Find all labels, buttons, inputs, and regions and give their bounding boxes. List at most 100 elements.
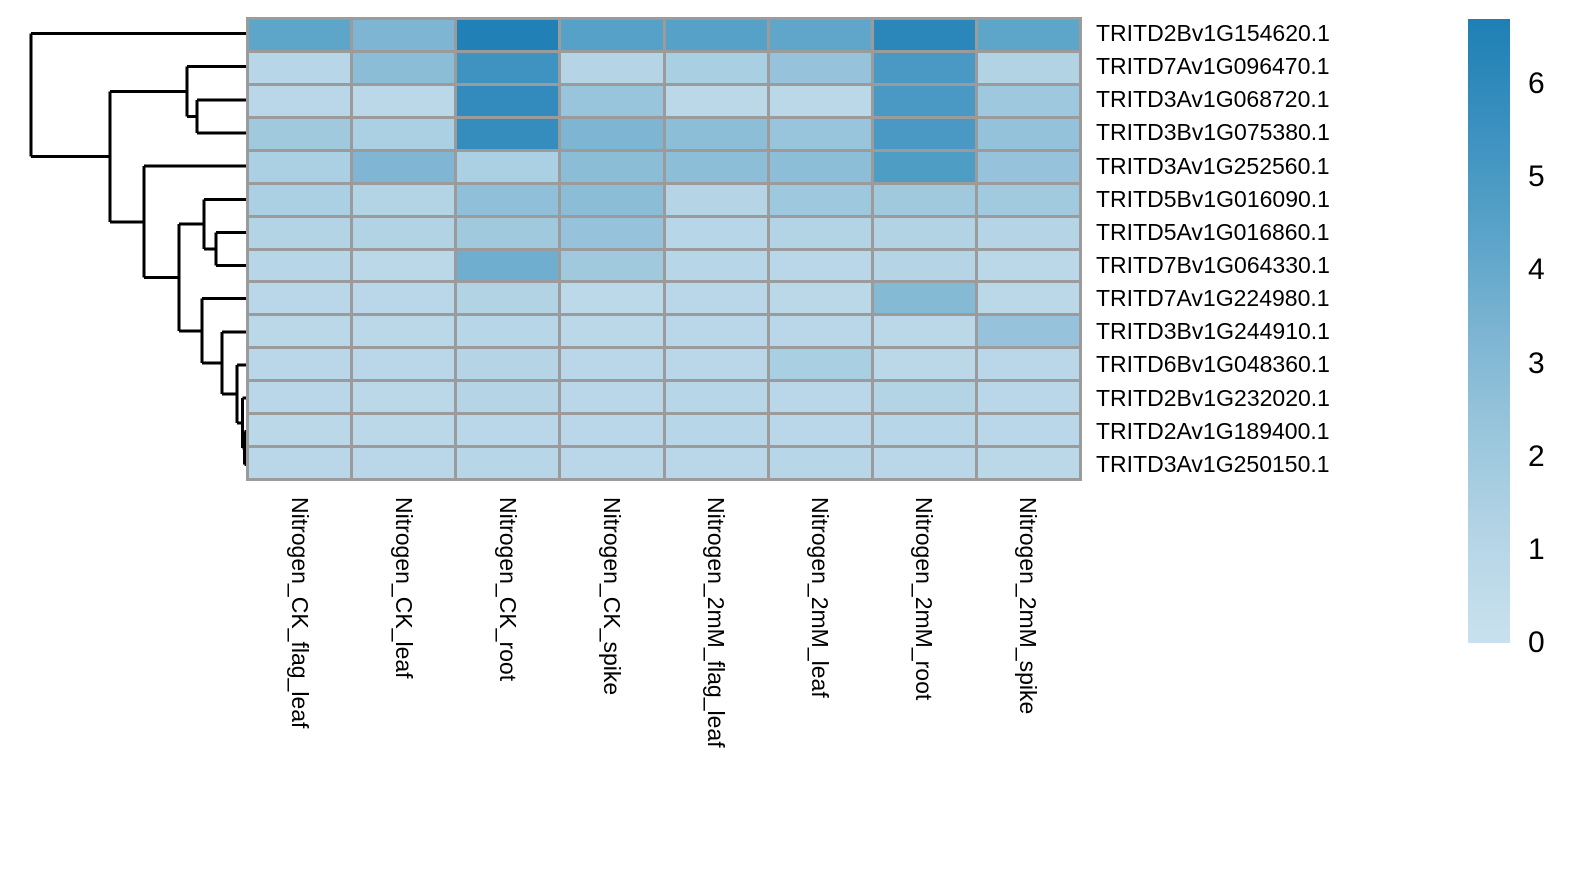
heatmap-cell (769, 283, 871, 314)
heatmap-cell (561, 20, 663, 50)
row-label: TRITD5Av1G016860.1 (1096, 218, 1330, 245)
heatmap-cell (665, 151, 767, 182)
heatmap-cell (873, 118, 975, 149)
colorbar-tick: 4 (1528, 253, 1545, 287)
heatmap-cell (353, 316, 455, 347)
heatmap-cell (769, 85, 871, 116)
heatmap-cell (457, 184, 559, 215)
heatmap-cell (977, 316, 1079, 347)
heatmap-cell (249, 382, 351, 413)
heatmap-cell (977, 250, 1079, 281)
heatmap-cell (665, 415, 767, 446)
heatmap-cell (769, 250, 871, 281)
heatmap-cell (873, 85, 975, 116)
heatmap-cell (353, 382, 455, 413)
colorbar-tick: 0 (1528, 626, 1545, 659)
heatmap-cell (873, 250, 975, 281)
heatmap-cell (561, 349, 663, 380)
heatmap-cell (977, 20, 1079, 50)
heatmap-cell (665, 349, 767, 380)
heatmap-cell (769, 118, 871, 149)
row-label: TRITD3Bv1G244910.1 (1096, 318, 1330, 345)
row-label: TRITD2Bv1G154620.1 (1096, 20, 1330, 47)
heatmap-cell (249, 448, 351, 478)
heatmap-cell (561, 151, 663, 182)
heatmap-cell (561, 184, 663, 215)
heatmap-cell (769, 52, 871, 83)
heatmap-cell (977, 184, 1079, 215)
colorbar-tick: 5 (1528, 160, 1545, 194)
heatmap-cell (561, 52, 663, 83)
row-label: TRITD3Av1G068720.1 (1096, 86, 1330, 113)
row-label: TRITD2Av1G189400.1 (1096, 417, 1330, 444)
heatmap-cell (873, 349, 975, 380)
heatmap-cell (665, 448, 767, 478)
column-label: Nitrogen_2mM_flag_leaf (703, 497, 730, 748)
heatmap-cell (665, 382, 767, 413)
heatmap-cell (353, 250, 455, 281)
row-label: TRITD2Bv1G232020.1 (1096, 384, 1330, 411)
heatmap-cell (769, 20, 871, 50)
colorbar-tick: 1 (1528, 532, 1545, 566)
heatmap-cell (353, 52, 455, 83)
heatmap-cell (873, 283, 975, 314)
row-dendrogram (29, 32, 247, 466)
row-label: TRITD6Bv1G048360.1 (1096, 351, 1330, 378)
row-label: TRITD7Av1G224980.1 (1096, 285, 1330, 312)
heatmap-cell (561, 250, 663, 281)
row-label: TRITD3Bv1G075380.1 (1096, 119, 1330, 146)
heatmap-cell (665, 283, 767, 314)
heatmap-cell (665, 52, 767, 83)
heatmap-cell (873, 316, 975, 347)
heatmap-cell (665, 316, 767, 347)
heatmap-cell (873, 184, 975, 215)
heatmap-cell (977, 283, 1079, 314)
heatmap-cell (457, 217, 559, 248)
heatmap-cell (561, 283, 663, 314)
heatmap-cell (977, 382, 1079, 413)
heatmap-cell (249, 283, 351, 314)
column-label: Nitrogen_CK_root (494, 497, 521, 682)
heatmap-cell (249, 316, 351, 347)
heatmap-cell (977, 349, 1079, 380)
colorbar-tick: 2 (1528, 439, 1545, 473)
heatmap-cell (457, 382, 559, 413)
heatmap-grid (246, 17, 1082, 481)
heatmap-cell (977, 52, 1079, 83)
heatmap-cell (249, 52, 351, 83)
heatmap-cell (457, 415, 559, 446)
heatmap-cell (873, 151, 975, 182)
heatmap-cell (457, 20, 559, 50)
heatmap-cell (457, 349, 559, 380)
column-label: Nitrogen_CK_flag_leaf (286, 497, 313, 729)
row-label: TRITD5Bv1G016090.1 (1096, 185, 1330, 212)
heatmap-cell (769, 448, 871, 478)
heatmap-cell (353, 20, 455, 50)
row-label: TRITD3Av1G252560.1 (1096, 152, 1330, 179)
heatmap-cell (249, 349, 351, 380)
heatmap-cell (873, 20, 975, 50)
column-label: Nitrogen_CK_spike (598, 497, 625, 696)
row-label: TRITD3Av1G250150.1 (1096, 450, 1330, 477)
heatmap-cell (873, 217, 975, 248)
heatmap-cell (977, 151, 1079, 182)
heatmap-cell (561, 448, 663, 478)
heatmap-cell (769, 316, 871, 347)
heatmap-cell (249, 85, 351, 116)
heatmap-cell (769, 349, 871, 380)
colorbar-tick: 3 (1528, 346, 1545, 380)
heatmap-cell (665, 184, 767, 215)
heatmap-cell (457, 118, 559, 149)
heatmap-cell (769, 217, 871, 248)
heatmap-cell (353, 184, 455, 215)
heatmap-cell (249, 20, 351, 50)
heatmap-cell (873, 52, 975, 83)
heatmap-cell (977, 448, 1079, 478)
heatmap-cell (561, 217, 663, 248)
heatmap-cell (249, 184, 351, 215)
heatmap-cell (353, 217, 455, 248)
heatmap-cell (769, 382, 871, 413)
heatmap-cell (977, 415, 1079, 446)
heatmap-cell (665, 20, 767, 50)
